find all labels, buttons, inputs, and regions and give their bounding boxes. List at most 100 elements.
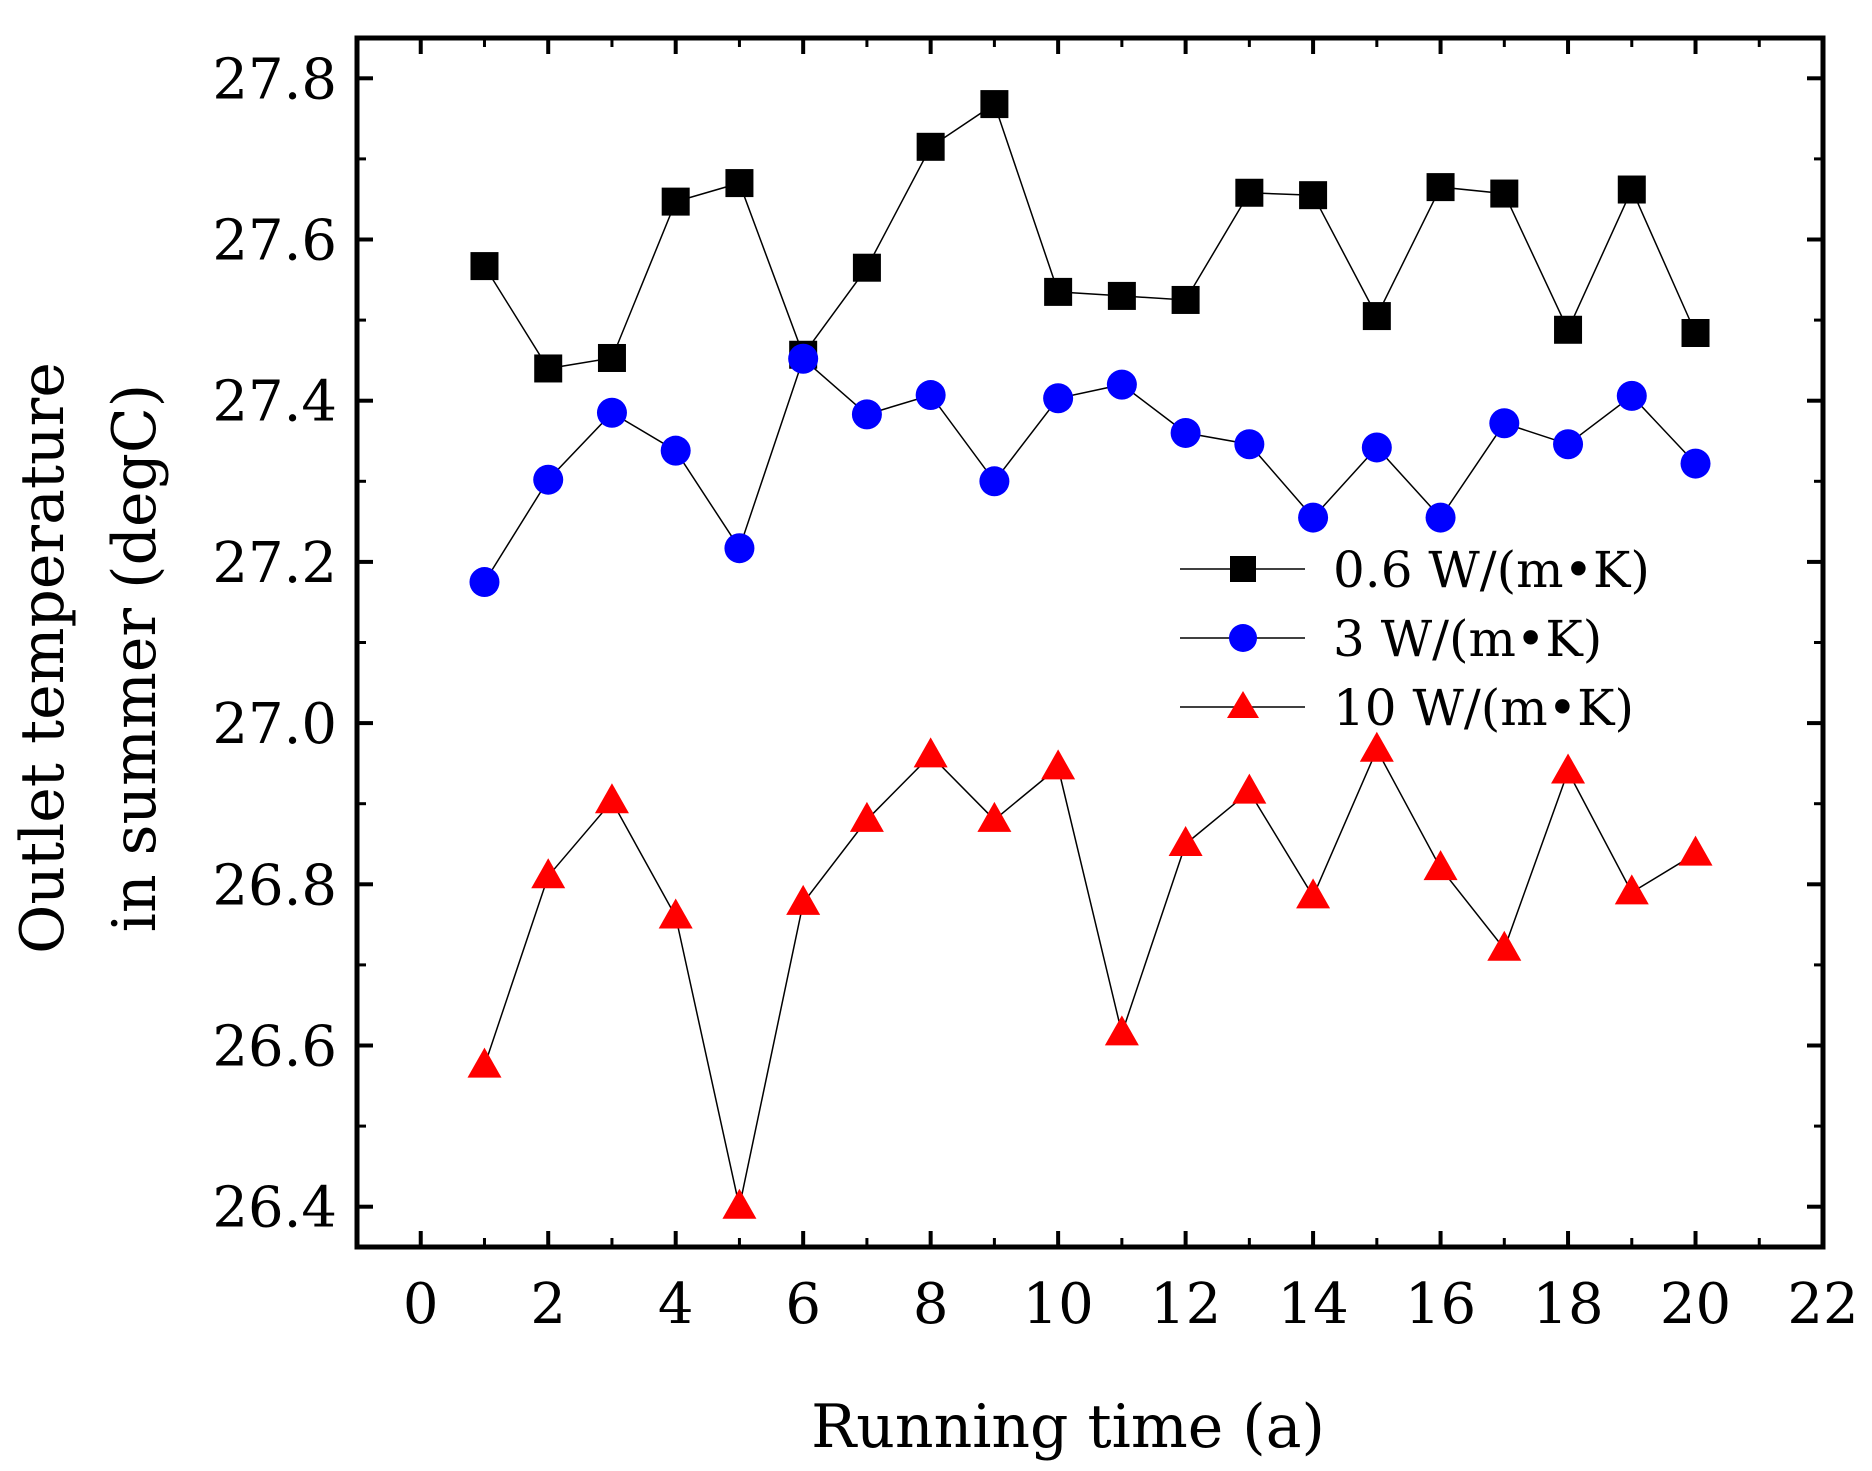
y-tick-label: 26.4: [212, 1176, 337, 1241]
data-point-circle: [1425, 502, 1456, 533]
data-point-circle: [1106, 369, 1137, 400]
ticks-layer: [357, 38, 1825, 1247]
data-point-circle: [724, 533, 755, 564]
data-point-triangle: [1487, 930, 1522, 961]
data-point-triangle: [1232, 773, 1267, 804]
data-point-square: [1044, 277, 1073, 306]
data-point-triangle: [977, 801, 1012, 832]
data-point-triangle: [1551, 753, 1586, 784]
data-point-square: [1617, 175, 1646, 204]
x-tick-label: 6: [785, 1272, 821, 1337]
legend-item-1: 3 W/(m•K): [1180, 610, 1602, 668]
plot-frame: [354, 35, 1826, 1250]
data-point-circle: [1361, 432, 1392, 463]
y-axis-title-line2: in summer (degC): [100, 384, 170, 932]
data-point-circle: [596, 397, 627, 428]
legend-item-2: 10 W/(m•K): [1180, 679, 1634, 737]
data-point-circle: [1170, 417, 1201, 448]
data-point-triangle: [467, 1047, 502, 1078]
legend-marker-square: [1230, 556, 1256, 582]
data-point-triangle: [1104, 1015, 1139, 1046]
x-tick-labels: 0 2 4 6 8 10 12 14 16 18 20 22: [403, 1272, 1859, 1337]
data-point-square: [1171, 285, 1200, 314]
data-point-circle: [979, 466, 1010, 497]
y-tick-labels: 26.4 26.6 26.8 27.0 27.2 27.4 27.6 27.8: [212, 47, 337, 1240]
x-tick-label: 0: [403, 1272, 439, 1337]
data-point-square: [534, 354, 563, 383]
series-1: [469, 343, 1711, 598]
data-point-triangle: [722, 1188, 757, 1219]
data-point-triangle: [1041, 749, 1076, 780]
series-line: [483, 357, 1697, 583]
legend-label-1: 3 W/(m•K): [1333, 610, 1602, 668]
data-point-circle: [851, 399, 882, 430]
data-point-circle: [660, 435, 691, 466]
data-point-square: [1299, 181, 1328, 210]
legend: 0.6 W/(m•K) 3 W/(m•K) 10 W/(m•K): [1180, 541, 1650, 737]
y-tick-label: 27.8: [212, 47, 337, 112]
series-0: [470, 90, 1710, 383]
data-point-triangle: [1359, 731, 1394, 762]
data-point-triangle: [786, 884, 821, 915]
x-tick-label: 2: [530, 1272, 566, 1337]
data-point-circle: [1298, 502, 1329, 533]
data-point-square: [1362, 302, 1391, 331]
legend-label-0: 0.6 W/(m•K): [1333, 541, 1650, 599]
data-point-circle: [1489, 408, 1520, 439]
series-2: [467, 731, 1713, 1219]
data-point-circle: [788, 343, 819, 374]
y-tick-label: 27.4: [212, 370, 337, 435]
y-tick-label: 27.0: [212, 692, 337, 757]
x-tick-label: 4: [658, 1272, 694, 1337]
data-point-square: [980, 90, 1009, 119]
data-point-triangle: [1168, 826, 1203, 856]
data-point-triangle: [849, 801, 884, 832]
data-point-circle: [915, 380, 946, 411]
x-tick-label: 22: [1787, 1272, 1858, 1337]
data-point-circle: [1553, 429, 1584, 460]
data-point-circle: [1234, 429, 1265, 460]
x-tick-label: 14: [1277, 1272, 1348, 1337]
y-tick-label: 27.6: [212, 209, 337, 274]
y-axis-title-line1: Outlet temperature: [8, 362, 78, 954]
legend-item-0: 0.6 W/(m•K): [1180, 541, 1650, 599]
x-tick-label: 20: [1660, 1272, 1731, 1337]
data-point-triangle: [1296, 878, 1331, 909]
legend-marker-triangle: [1227, 691, 1259, 718]
data-point-square: [1107, 281, 1136, 310]
data-point-square: [1235, 178, 1264, 207]
x-tick-label: 16: [1405, 1272, 1476, 1337]
data-point-square: [1490, 179, 1519, 208]
x-tick-label: 12: [1150, 1272, 1221, 1337]
data-point-square: [1681, 318, 1710, 347]
data-point-triangle: [531, 858, 566, 889]
y-axis-title: Outlet temperature in summer (degC): [8, 362, 170, 954]
y-tick-label: 27.2: [212, 531, 337, 596]
data-point-triangle: [1614, 874, 1649, 905]
data-point-square: [916, 132, 945, 161]
data-point-square: [852, 253, 881, 282]
y-tick-label: 26.8: [212, 853, 337, 918]
data-point-square: [597, 343, 626, 372]
data-point-triangle: [1678, 835, 1713, 866]
x-tick-label: 10: [1022, 1272, 1093, 1337]
data-point-circle: [533, 464, 564, 495]
data-point-square: [1426, 173, 1455, 202]
legend-marker-circle: [1229, 624, 1257, 652]
data-point-triangle: [594, 783, 629, 814]
data-point-square: [470, 252, 499, 281]
series-line: [483, 747, 1696, 1207]
data-point-circle: [469, 567, 500, 598]
data-point-circle: [1616, 380, 1647, 411]
x-axis-title: Running time (a): [811, 1392, 1325, 1462]
data-point-square: [661, 187, 690, 216]
x-tick-label: 8: [913, 1272, 949, 1337]
legend-label-2: 10 W/(m•K): [1333, 679, 1634, 737]
series-layer: [467, 90, 1713, 1219]
data-point-square: [725, 169, 754, 198]
data-point-triangle: [658, 898, 693, 929]
y-tick-label: 26.6: [212, 1015, 337, 1080]
x-tick-label: 18: [1532, 1272, 1603, 1337]
